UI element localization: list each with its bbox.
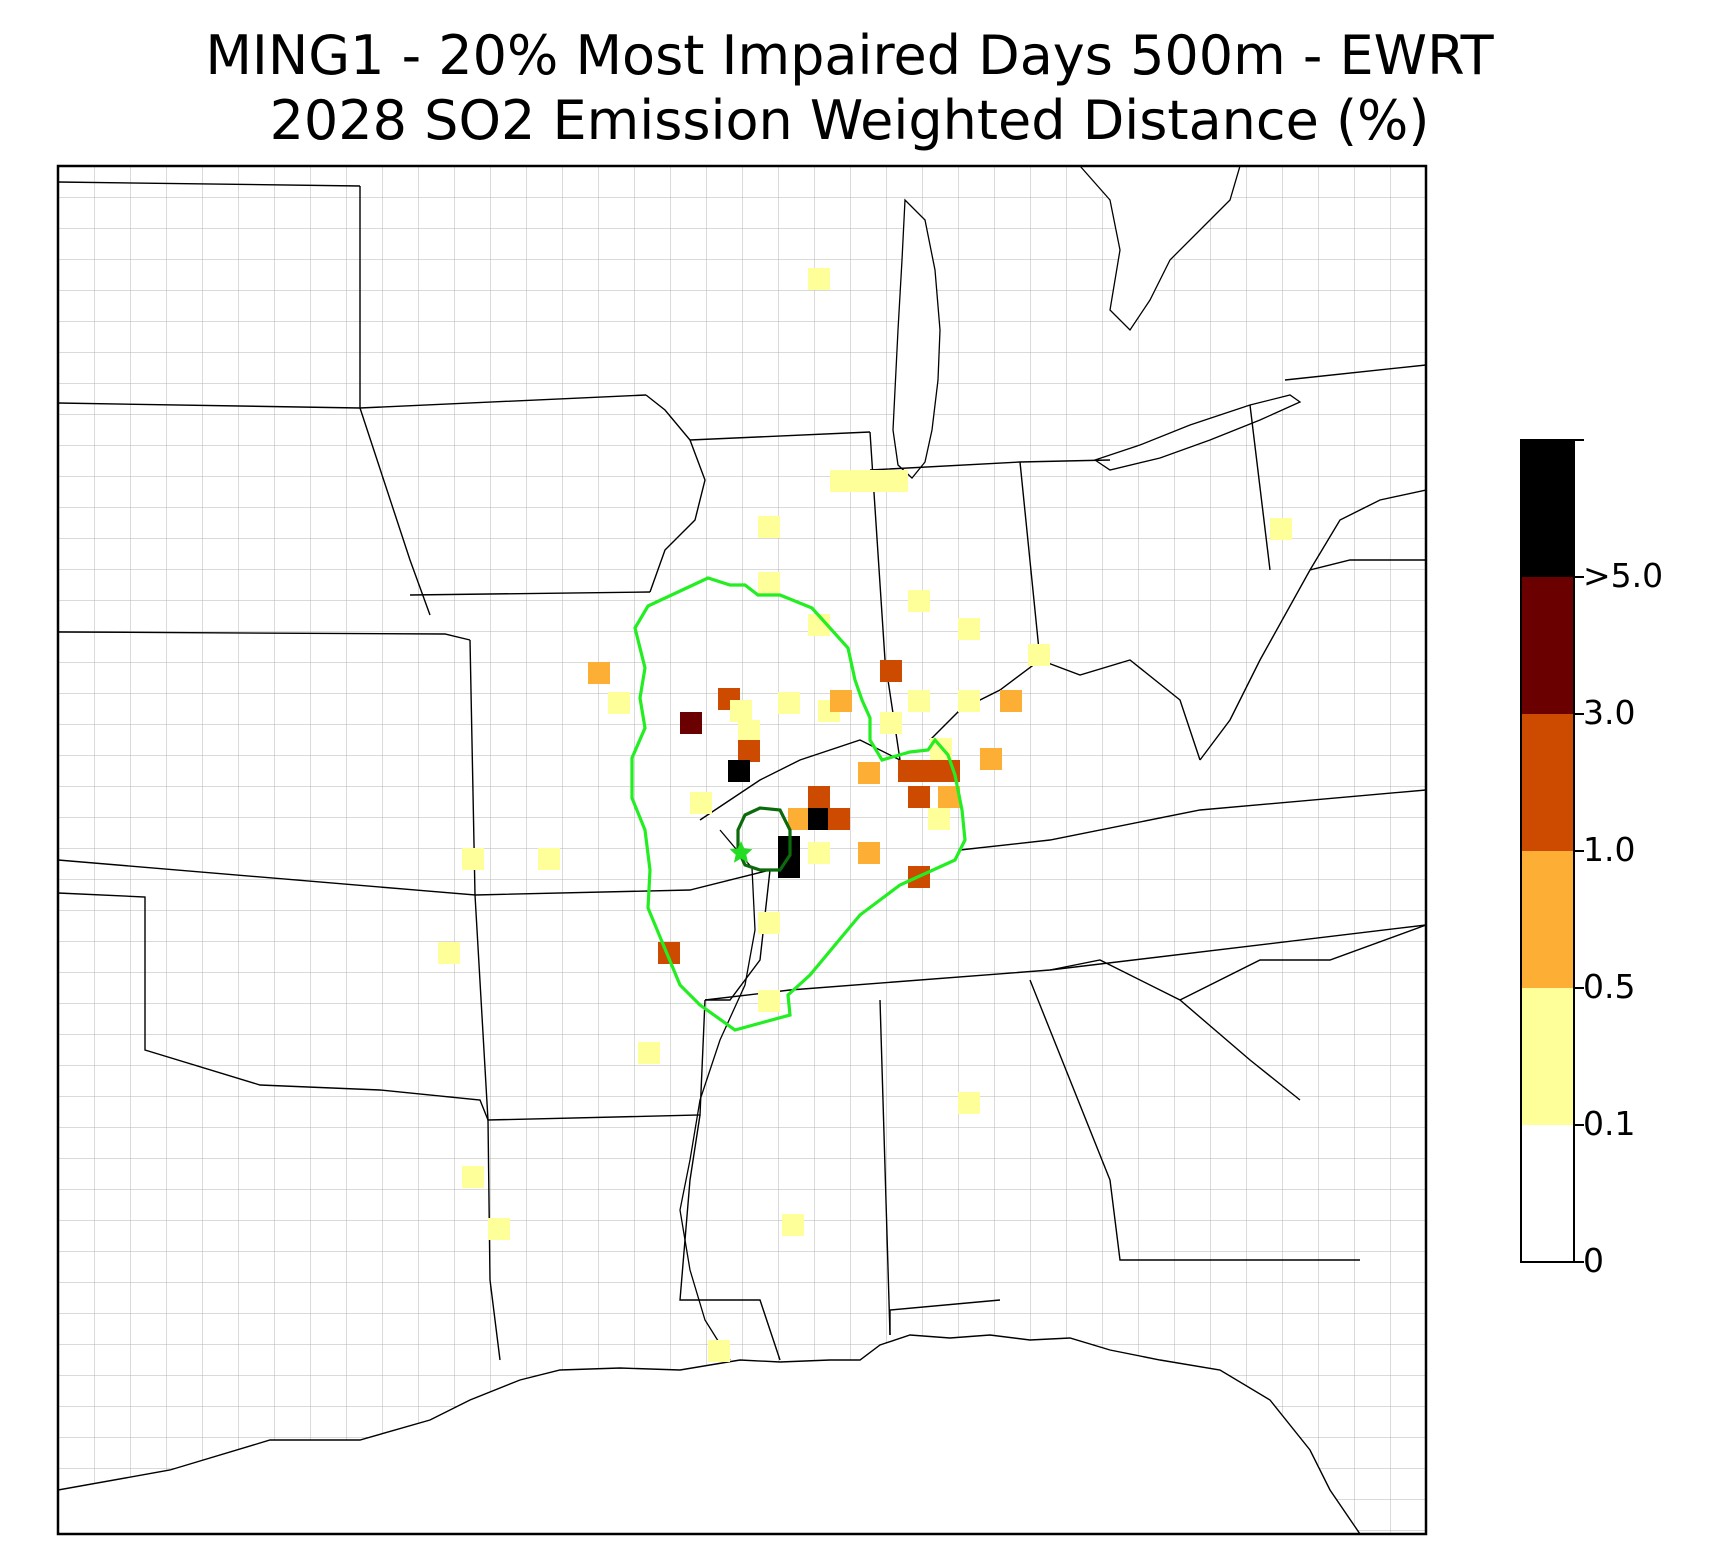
grid-cell	[958, 618, 980, 640]
grid-cell	[828, 808, 850, 830]
colorbar	[1520, 439, 1584, 1263]
mississippi-river	[679, 829, 756, 1361]
grid-cell	[462, 848, 484, 870]
state-boundaries	[58, 181, 1426, 1361]
grid-cell	[980, 748, 1002, 770]
grid-cell	[830, 690, 852, 712]
contour-inner	[736, 806, 792, 872]
colorbar-segment	[1521, 988, 1574, 1125]
grid-cell	[958, 690, 980, 712]
grid-cell	[898, 760, 920, 782]
grid-cell	[808, 268, 830, 290]
grid-cell	[758, 516, 780, 538]
grid-cell	[928, 808, 950, 830]
colorbar-tick-label: 0.1	[1583, 1104, 1636, 1143]
map-area	[58, 166, 1426, 1534]
grid-cell	[728, 760, 750, 782]
contour-outer	[630, 576, 967, 1032]
grid-cell	[758, 572, 780, 594]
grid-cell	[830, 470, 852, 492]
grid-cell	[880, 712, 902, 734]
colorbar-tick-label: 0	[1583, 1241, 1604, 1280]
grid-cell	[778, 856, 800, 878]
grid-cell	[690, 792, 712, 814]
grid-cell	[782, 1214, 804, 1236]
colorbar-tick-label: >5.0	[1583, 556, 1664, 595]
lake-huron	[1079, 166, 1241, 332]
colorbar-segment	[1521, 714, 1574, 851]
grid-cell	[958, 1092, 980, 1114]
grid-cell	[638, 1042, 660, 1064]
star-icon	[729, 841, 753, 863]
gulf-of-mexico	[58, 1334, 1361, 1534]
grid-cell	[608, 692, 630, 714]
grid-cell	[808, 786, 830, 808]
grid-cell	[758, 990, 780, 1012]
grid-cell	[438, 942, 460, 964]
colorbar-tick-label: 1.0	[1583, 830, 1636, 869]
grid-cell	[880, 660, 902, 682]
grid-cell	[848, 470, 870, 492]
colorbar-segment	[1521, 577, 1574, 714]
data-cells	[438, 268, 1292, 1362]
grid-cell	[808, 842, 830, 864]
grid-cell	[866, 470, 888, 492]
grid-cell	[858, 762, 880, 784]
grid-cell	[908, 690, 930, 712]
grid-cell	[858, 842, 880, 864]
grid-cell	[488, 1218, 510, 1240]
lake-michigan	[892, 198, 941, 479]
map-frame	[56, 164, 1428, 1536]
grid-cell	[538, 848, 560, 870]
grid-cell	[808, 808, 830, 830]
chart-title-line2: 2028 SO2 Emission Weighted Distance (%)	[269, 89, 1430, 152]
grid-cell	[588, 662, 610, 684]
colorbar-tick-label: 0.5	[1583, 967, 1636, 1006]
grid-cell	[938, 786, 960, 808]
grid-cell	[788, 808, 810, 830]
lake-erie	[1093, 394, 1302, 471]
grid-cell	[778, 692, 800, 714]
grid-cell	[908, 786, 930, 808]
grid-cell	[758, 912, 780, 934]
colorbar-segment	[1521, 440, 1574, 577]
grid-cell	[908, 590, 930, 612]
colorbar-segment	[1521, 1125, 1574, 1262]
grid-cell	[1270, 518, 1292, 540]
grid-cell	[1028, 644, 1050, 666]
grid-cell	[886, 470, 908, 492]
colorbar-tick-label: 3.0	[1583, 693, 1636, 732]
grid-cell	[680, 712, 702, 734]
grid-cell	[462, 1166, 484, 1188]
grid-cell	[918, 760, 940, 782]
grid-cell	[738, 740, 760, 762]
grid-cell	[1000, 690, 1022, 712]
colorbar-segment	[1521, 851, 1574, 988]
chart-title-line1: MING1 - 20% Most Impaired Days 500m - EW…	[205, 24, 1494, 87]
grid-cell	[708, 1340, 730, 1362]
grid-cell	[738, 720, 760, 742]
grid-cell	[730, 700, 752, 722]
